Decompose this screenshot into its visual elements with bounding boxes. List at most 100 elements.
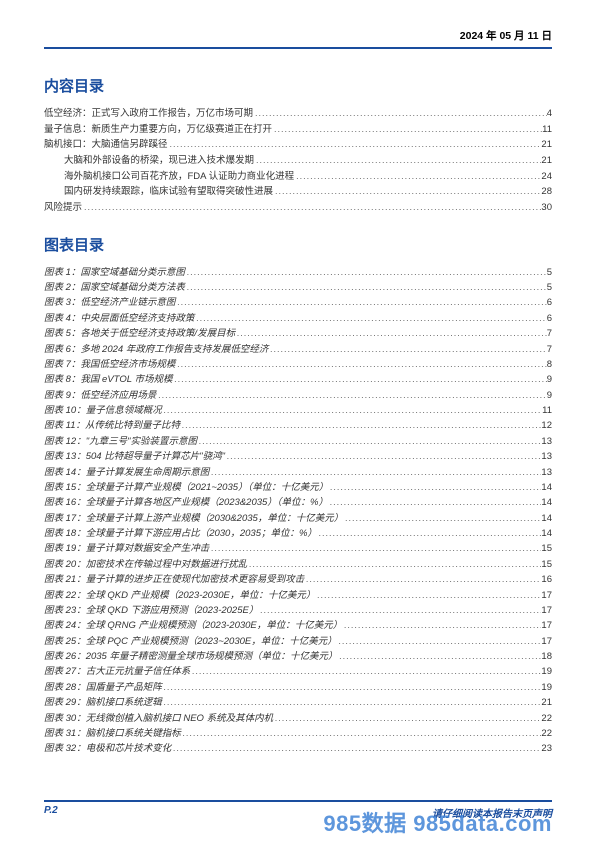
chart-toc-item: 图表 5：各地关于低空经济支持政策/发展目标7 (44, 326, 552, 341)
toc-item-label: 风险提示 (44, 200, 82, 216)
chart-toc-item: 图表 28：国盾量子产品矩阵19 (44, 680, 552, 695)
header-date: 2024 年 05 月 11 日 (44, 28, 552, 49)
content-toc-item: 低空经济：正式写入政府工作报告，万亿市场可期 4 (44, 106, 552, 122)
toc-item-page: 8 (547, 357, 552, 372)
chart-toc-item: 图表 19：量子计算对数据安全产生冲击15 (44, 541, 552, 556)
toc-leader-dots (225, 449, 541, 464)
toc-item-page: 24 (541, 169, 552, 185)
toc-leader-dots (171, 741, 541, 756)
toc-item-label: 图表 13：504 比特超导量子计算芯片"骁鸿" (44, 449, 225, 464)
content-toc-item: 量子信息：新质生产力重要方向，万亿级赛道正在打开11 (44, 122, 552, 138)
toc-item-page: 28 (541, 184, 552, 200)
chart-toc-item: 图表 12："九章三号"实验装置示意图13 (44, 434, 552, 449)
chart-toc-item: 图表 15：全球量子计算产业规模（2021~2035）（单位：十亿美元）14 (44, 480, 552, 495)
toc-item-page: 9 (547, 372, 552, 387)
content-toc-item: 大脑和外部设备的桥梁，现已进入技术爆发期21 (44, 153, 552, 169)
toc-item-label: 图表 5：各地关于低空经济支持政策/发展目标 (44, 326, 235, 341)
toc-leader-dots (273, 184, 541, 199)
chart-toc-item: 图表 24：全球 QRNG 产业规模预测（2023-2030E，单位：十亿美元）… (44, 618, 552, 633)
chart-toc-item: 图表 26：2035 年量子精密测量全球市场规模预测（单位：十亿美元） 18 (44, 649, 552, 664)
toc-item-label: 图表 2：国家空域基础分类方法表 (44, 280, 185, 295)
toc-leader-dots (315, 588, 541, 603)
toc-leader-dots (337, 634, 542, 649)
toc-leader-dots (162, 403, 542, 418)
toc-leader-dots (172, 372, 546, 387)
toc-item-page: 14 (541, 511, 552, 526)
toc-leader-dots (253, 106, 547, 121)
toc-item-page: 12 (541, 418, 552, 433)
toc-item-label: 图表 4：中央层面低空经济支持政策 (44, 311, 194, 326)
watermark-text: 985数据 985data.com (323, 806, 552, 838)
chart-toc-item: 图表 9：低空经济应用场景9 (44, 388, 552, 403)
toc-item-label: 脑机接口：大脑通信另辟蹊径 (44, 137, 168, 153)
toc-leader-dots (304, 572, 541, 587)
toc-item-label: 图表 28：国盾量子产品矩阵 (44, 680, 162, 695)
toc-item-label: 图表 21：量子计算的进步正在使现代加密技术更容易受到攻击 (44, 572, 304, 587)
chart-toc-item: 图表 14：量子计算发展生命周期示意图13 (44, 465, 552, 480)
toc-item-label: 图表 24：全球 QRNG 产业规模预测（2023-2030E，单位：十亿美元） (44, 618, 342, 633)
toc-item-page: 16 (541, 572, 552, 587)
toc-item-label: 图表 9：低空经济应用场景 (44, 388, 156, 403)
toc-item-label: 低空经济：正式写入政府工作报告，万亿市场可期 (44, 106, 253, 122)
toc-item-label: 图表 29：脑机接口系统逻辑 (44, 695, 162, 710)
toc-item-page: 30 (541, 200, 552, 216)
toc-item-label: 图表 10：量子信息领域概况 (44, 403, 162, 418)
toc-leader-dots (343, 511, 541, 526)
chart-toc-item: 图表 20：加密技术在传输过程中对数据进行扰乱15 (44, 557, 552, 572)
toc-item-page: 5 (547, 265, 552, 280)
chart-toc-item: 图表 7：我国低空经济市场规模8 (44, 357, 552, 372)
toc-leader-dots (197, 434, 541, 449)
chart-toc-title: 图表目录 (44, 234, 552, 255)
toc-item-page: 6 (547, 311, 552, 326)
toc-item-label: 图表 26：2035 年量子精密测量全球市场规模预测（单位：十亿美元） (44, 649, 337, 664)
toc-item-label: 图表 32：电极和芯片技术变化 (44, 741, 171, 756)
toc-item-label: 国内研发持续跟踪，临床试验有望取得突破性进展 (64, 184, 273, 200)
toc-leader-dots (235, 326, 547, 341)
toc-item-label: 图表 8：我国 eVTOL 市场规模 (44, 372, 172, 387)
toc-leader-dots (175, 357, 546, 372)
toc-item-label: 海外脑机接口公司百花齐放，FDA 认证助力商业化进程 (64, 169, 294, 185)
toc-leader-dots (168, 137, 542, 152)
toc-item-page: 21 (541, 137, 552, 153)
toc-leader-dots (258, 603, 541, 618)
toc-item-page: 17 (541, 603, 552, 618)
toc-item-label: 图表 31：脑机接口系统关键指标 (44, 726, 181, 741)
toc-item-label: 大脑和外部设备的桥梁，现已进入技术爆发期 (64, 153, 254, 169)
document-page: 2024 年 05 月 11 日 内容目录 低空经济：正式写入政府工作报告，万亿… (0, 0, 596, 807)
content-toc-item: 国内研发持续跟踪，临床试验有望取得突破性进展 28 (44, 184, 552, 200)
toc-item-label: 图表 18：全球量子计算下游应用占比（2030，2035；单位：%） (44, 526, 317, 541)
toc-item-page: 17 (541, 634, 552, 649)
toc-leader-dots (209, 465, 541, 480)
toc-item-label: 图表 27：古大正元抗量子信任体系 (44, 664, 190, 679)
toc-item-label: 图表 3：低空经济产业链示意图 (44, 295, 175, 310)
content-toc-item: 海外脑机接口公司百花齐放，FDA 认证助力商业化进程 24 (44, 169, 552, 185)
chart-toc-item: 图表 2：国家空域基础分类方法表5 (44, 280, 552, 295)
content-toc-list: 低空经济：正式写入政府工作报告，万亿市场可期 4量子信息：新质生产力重要方向，万亿… (44, 106, 552, 216)
toc-leader-dots (209, 541, 541, 556)
toc-item-label: 图表 6：多地 2024 年政府工作报告支持发展低空经济 (44, 342, 268, 357)
chart-toc-item: 图表 31：脑机接口系统关键指标22 (44, 726, 552, 741)
chart-toc-item: 图表 11：从传统比特到量子比特12 (44, 418, 552, 433)
toc-item-page: 7 (547, 342, 552, 357)
toc-leader-dots (247, 557, 541, 572)
chart-toc-item: 图表 6：多地 2024 年政府工作报告支持发展低空经济 7 (44, 342, 552, 357)
toc-leader-dots (185, 280, 547, 295)
toc-item-page: 17 (541, 588, 552, 603)
toc-leader-dots (294, 169, 541, 184)
toc-item-page: 13 (541, 434, 552, 449)
toc-item-page: 11 (542, 403, 552, 418)
chart-toc-item: 图表 23：全球 QKD 下游应用预测（2023-2025E）17 (44, 603, 552, 618)
toc-item-page: 6 (547, 295, 552, 310)
content-toc-item: 风险提示 30 (44, 200, 552, 216)
toc-item-page: 13 (541, 465, 552, 480)
toc-leader-dots (190, 664, 541, 679)
toc-item-page: 18 (541, 649, 552, 664)
chart-toc-item: 图表 16：全球量子计算各地区产业规模（2023&2035）（单位：%）14 (44, 495, 552, 510)
toc-leader-dots (162, 695, 542, 710)
toc-item-page: 4 (547, 106, 552, 122)
toc-item-label: 图表 19：量子计算对数据安全产生冲击 (44, 541, 209, 556)
chart-toc-item: 图表 18：全球量子计算下游应用占比（2030，2035；单位：%）14 (44, 526, 552, 541)
chart-toc-item: 图表 30：无线微创植入脑机接口 NEO 系统及其体内机22 (44, 711, 552, 726)
toc-leader-dots (194, 311, 546, 326)
chart-toc-item: 图表 21：量子计算的进步正在使现代加密技术更容易受到攻击 16 (44, 572, 552, 587)
